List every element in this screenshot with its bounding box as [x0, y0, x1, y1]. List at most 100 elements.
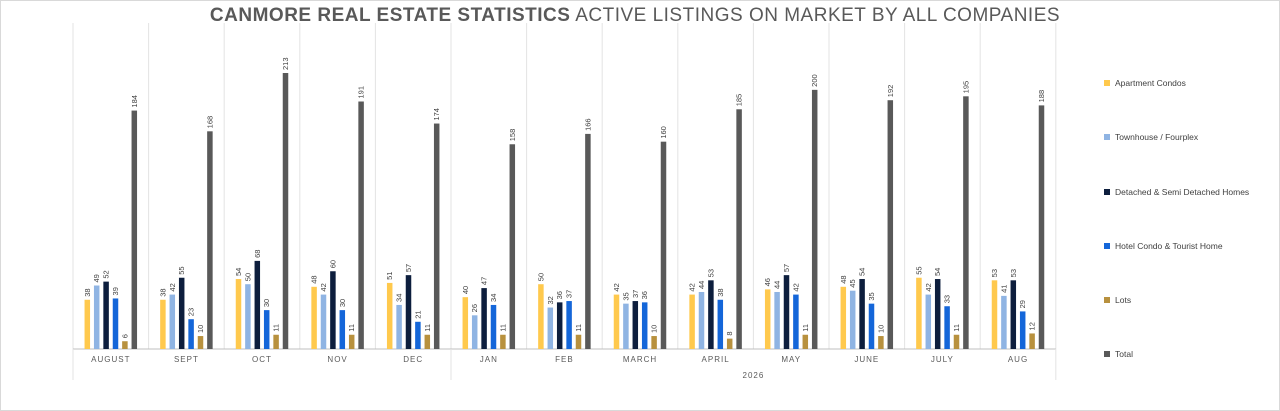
legend-swatch [1104, 351, 1110, 357]
bar [849, 290, 856, 349]
data-label: 50 [536, 273, 545, 281]
data-label: 32 [546, 296, 555, 304]
bar [93, 285, 100, 349]
bar [245, 284, 251, 349]
data-label: 54 [234, 268, 243, 276]
bar [991, 280, 998, 349]
data-label: 11 [272, 324, 281, 332]
legend-label: Apartment Condos [1115, 78, 1186, 88]
bar [859, 279, 865, 349]
category-label: SEPT [174, 355, 199, 364]
bar [660, 141, 667, 349]
bar [878, 336, 884, 349]
bar [471, 315, 478, 349]
data-label: 42 [924, 283, 933, 291]
bar [641, 302, 648, 349]
data-label: 174 [432, 108, 441, 121]
data-label: 200 [810, 74, 819, 87]
category-label: DEC [403, 355, 423, 364]
bar [698, 291, 705, 349]
bar [726, 338, 733, 349]
year-group-label: 2026 [743, 371, 765, 380]
bar [538, 284, 544, 349]
data-label: 21 [413, 310, 422, 318]
data-label: 33 [943, 295, 952, 303]
data-label: 38 [83, 288, 92, 296]
data-label: 53 [990, 269, 999, 277]
category-label: JAN [480, 355, 498, 364]
data-label: 42 [791, 283, 800, 291]
data-label: 42 [688, 283, 697, 291]
data-label: 42 [168, 283, 177, 291]
bar [811, 89, 818, 350]
bar [651, 336, 657, 349]
data-label: 188 [1037, 90, 1046, 103]
legend-swatch [1104, 134, 1110, 140]
data-label: 184 [130, 95, 139, 108]
bar [613, 294, 620, 349]
bar [887, 100, 894, 349]
bar [273, 334, 279, 349]
category-label: JULY [931, 355, 954, 364]
legend-swatch [1104, 189, 1110, 195]
data-label: 42 [319, 283, 328, 291]
category-label: MAY [781, 355, 801, 364]
data-label: 11 [423, 324, 432, 332]
bar [500, 334, 506, 349]
legend-item: Total [1104, 349, 1133, 359]
bar [311, 286, 317, 349]
bar [131, 110, 138, 350]
bar [348, 334, 355, 349]
legend-label: Total [1115, 349, 1133, 359]
data-label: 10 [196, 325, 205, 333]
data-label: 36 [555, 291, 564, 299]
category-label: JUNE [854, 355, 879, 364]
data-label: 38 [716, 288, 725, 296]
bar [405, 275, 412, 349]
data-label: 35 [621, 292, 630, 300]
bar [868, 303, 875, 349]
bar [736, 109, 742, 349]
bar [207, 131, 213, 349]
legend-item: Apartment Condos [1104, 78, 1186, 88]
bar [1019, 311, 1026, 349]
bar [481, 288, 487, 349]
data-label: 49 [92, 274, 101, 282]
data-label: 158 [508, 129, 517, 142]
bar [197, 336, 204, 349]
data-label: 10 [650, 325, 659, 333]
data-label: 47 [480, 277, 489, 285]
data-label: 6 [120, 334, 129, 338]
legend-swatch [1104, 80, 1110, 86]
data-label: 51 [385, 272, 394, 280]
data-label: 46 [763, 278, 772, 286]
bar [160, 299, 166, 349]
bar [585, 133, 591, 349]
data-label: 191 [357, 86, 366, 99]
data-label: 26 [470, 304, 479, 312]
chart-title-rest: ACTIVE LISTINGS ON MARKET BY ALL COMPANI… [575, 5, 1061, 26]
bar [925, 294, 932, 349]
bar [330, 271, 336, 349]
legend-item: Townhouse / Fourplex [1104, 132, 1198, 142]
bar [934, 279, 941, 349]
data-label: 44 [773, 281, 782, 289]
bar [263, 310, 270, 349]
legend-label: Hotel Condo & Tourist Home [1115, 241, 1223, 251]
data-label: 57 [404, 264, 413, 272]
data-label: 30 [262, 299, 271, 307]
data-label: 50 [243, 273, 252, 281]
bar [462, 297, 469, 349]
bar [1029, 333, 1035, 349]
data-label: 37 [565, 290, 574, 298]
data-label: 57 [782, 264, 791, 272]
bar [254, 260, 261, 349]
data-label: 192 [886, 85, 895, 98]
data-label: 11 [952, 324, 961, 332]
data-label: 195 [961, 81, 970, 94]
bar [509, 144, 516, 349]
chart-title: CANMORE REAL ESTATE STATISTICS ACTIVE LI… [1, 5, 1269, 27]
bar [547, 307, 554, 349]
data-label: 11 [498, 324, 507, 332]
